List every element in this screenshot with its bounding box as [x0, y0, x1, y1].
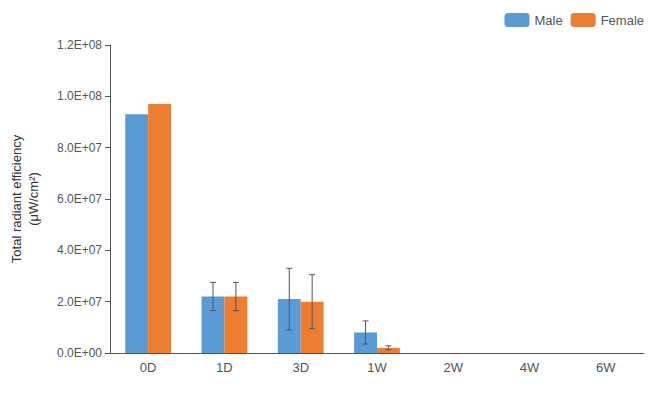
svg-text:Male: Male [534, 13, 562, 28]
svg-text:2.0E+07: 2.0E+07 [57, 295, 102, 309]
svg-text:0.0E+00: 0.0E+00 [57, 346, 102, 360]
svg-text:3D: 3D [292, 360, 309, 375]
svg-text:8.0E+07: 8.0E+07 [57, 141, 102, 155]
svg-text:2W: 2W [444, 360, 464, 375]
svg-text:1W: 1W [367, 360, 387, 375]
svg-text:1.0E+08: 1.0E+08 [57, 89, 102, 103]
svg-text:Female: Female [601, 13, 644, 28]
svg-text:(μW/cm²): (μW/cm²) [26, 172, 41, 226]
svg-text:1.2E+08: 1.2E+08 [57, 38, 102, 52]
svg-text:4W: 4W [520, 360, 540, 375]
svg-text:6.0E+07: 6.0E+07 [57, 192, 102, 206]
svg-text:4.0E+07: 4.0E+07 [57, 243, 102, 257]
svg-text:6W: 6W [596, 360, 616, 375]
svg-text:0D: 0D [140, 360, 157, 375]
svg-text:1D: 1D [216, 360, 233, 375]
svg-text:Total radiant efficiency: Total radiant efficiency [9, 134, 24, 263]
